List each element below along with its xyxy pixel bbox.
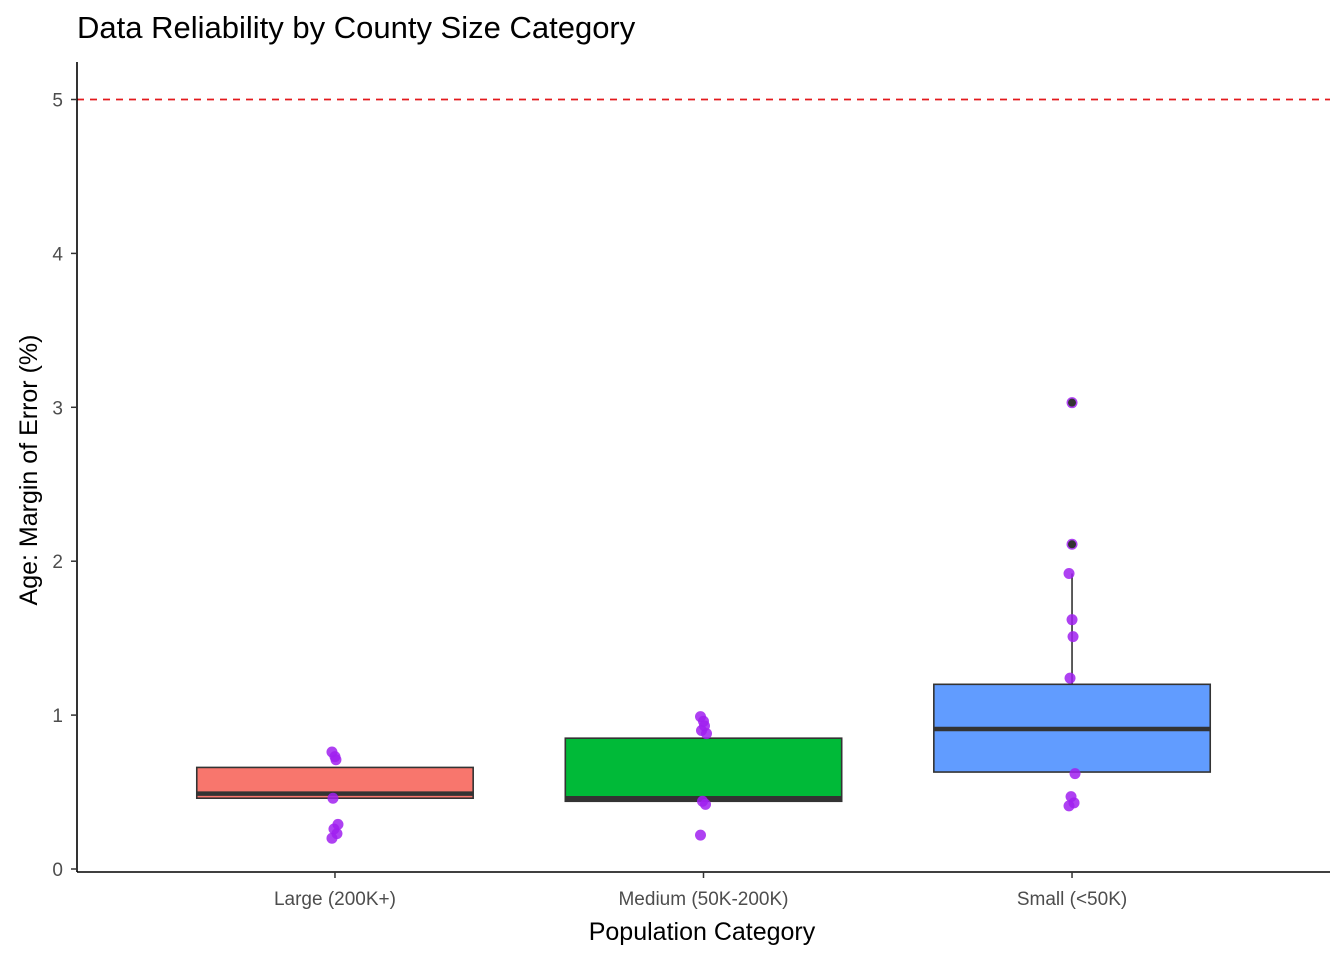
data-point	[1063, 568, 1075, 580]
x-tick-label: Small (<50K)	[1017, 889, 1127, 910]
y-axis-title: Age: Margin of Error (%)	[15, 335, 43, 606]
data-point	[695, 711, 706, 723]
data-point	[697, 795, 708, 807]
chart-title: Data Reliability by County Size Category	[77, 10, 636, 45]
outlier-point	[1068, 540, 1077, 549]
data-point	[1064, 672, 1076, 684]
y-tick-label: 2	[52, 552, 63, 573]
y-tick-label: 4	[52, 244, 63, 265]
y-tick-label: 0	[52, 860, 63, 881]
x-tick-label: Large (200K+)	[274, 889, 396, 910]
data-point	[1069, 768, 1081, 780]
data-point	[695, 829, 706, 841]
y-tick-label: 3	[52, 398, 63, 419]
data-point	[332, 818, 344, 830]
data-point	[326, 746, 338, 758]
y-tick-label: 1	[52, 706, 63, 727]
outlier-point	[1068, 398, 1077, 407]
data-point	[327, 792, 339, 804]
data-point	[1066, 614, 1078, 626]
box	[564, 737, 843, 803]
y-tick-label: 5	[52, 91, 63, 112]
data-point	[1065, 791, 1077, 803]
data-point	[1067, 631, 1079, 643]
x-axis-title: Population Category	[589, 918, 816, 946]
x-tick-label: Medium (50K-200K)	[618, 889, 788, 910]
